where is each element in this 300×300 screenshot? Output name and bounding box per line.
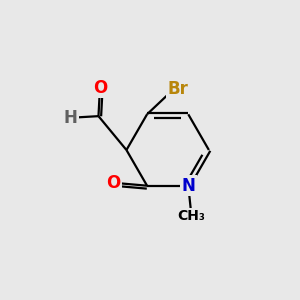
Text: CH₃: CH₃ — [177, 209, 205, 223]
Text: Br: Br — [167, 80, 188, 98]
Text: H: H — [64, 109, 77, 127]
Text: O: O — [106, 174, 120, 192]
Text: N: N — [181, 177, 195, 195]
Text: O: O — [93, 79, 107, 97]
